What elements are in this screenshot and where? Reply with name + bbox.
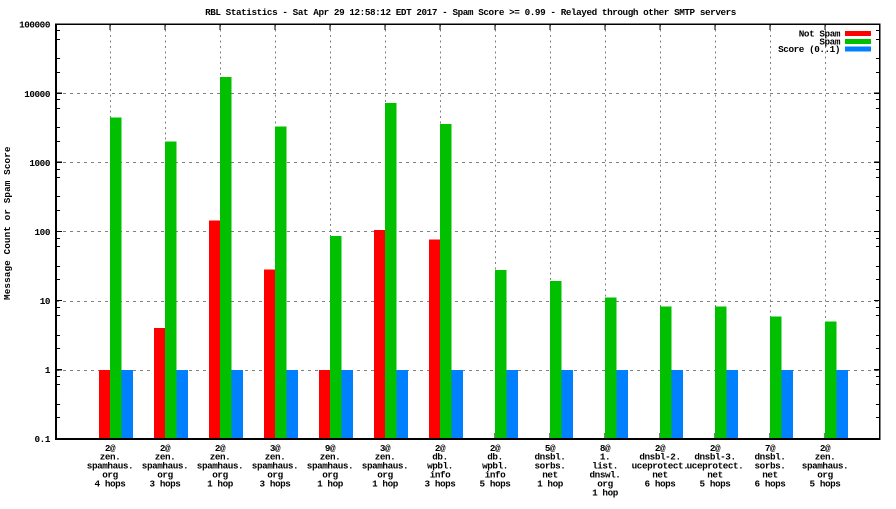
svg-text:uceprotect.: uceprotect. [687, 461, 744, 472]
svg-text:Spam: Spam [819, 36, 840, 47]
svg-text:db.: db. [487, 452, 502, 463]
svg-text:sorbs.: sorbs. [755, 461, 786, 472]
svg-text:wpbl.: wpbl. [427, 461, 453, 472]
svg-text:2@: 2@ [820, 443, 831, 454]
svg-text:1000: 1000 [29, 158, 50, 169]
svg-text:5 hops: 5 hops [480, 478, 512, 489]
svg-text:net: net [762, 470, 777, 481]
svg-text:1 hop: 1 hop [317, 478, 344, 489]
svg-text:org: org [212, 470, 228, 481]
svg-text:2@: 2@ [490, 443, 501, 454]
svg-text:org: org [267, 470, 283, 481]
svg-text:Not Spam: Not Spam [799, 29, 841, 40]
svg-text:1 hop: 1 hop [537, 478, 564, 489]
svg-text:wpbl.: wpbl. [482, 461, 508, 472]
svg-text:Message Count or Spam Score: Message Count or Spam Score [2, 146, 13, 300]
svg-text:zen.: zen. [265, 452, 286, 463]
svg-text:8@: 8@ [600, 443, 611, 454]
svg-text:zen.: zen. [320, 452, 341, 463]
svg-text:uceprotect.: uceprotect. [632, 461, 689, 472]
svg-text:zen.: zen. [210, 452, 231, 463]
svg-text:7@: 7@ [765, 443, 776, 454]
svg-text:1.: 1. [600, 452, 610, 463]
svg-text:dnsbl-2.: dnsbl-2. [639, 452, 680, 463]
svg-text:3@: 3@ [380, 443, 391, 454]
svg-text:spamhaus.: spamhaus. [197, 461, 243, 472]
svg-text:1 hop: 1 hop [592, 487, 619, 498]
svg-text:6 hops: 6 hops [755, 478, 787, 489]
svg-text:2@: 2@ [105, 443, 116, 454]
svg-text:1 hop: 1 hop [372, 478, 399, 489]
svg-text:org: org [817, 470, 833, 481]
svg-text:9@: 9@ [325, 443, 336, 454]
svg-text:3 hops: 3 hops [150, 478, 182, 489]
svg-text:zen.: zen. [815, 452, 836, 463]
svg-text:net: net [542, 470, 557, 481]
svg-text:sorbs.: sorbs. [535, 461, 566, 472]
svg-text:2@: 2@ [215, 443, 226, 454]
svg-text:zen.: zen. [100, 452, 121, 463]
svg-text:db.: db. [432, 452, 447, 463]
svg-text:3@: 3@ [270, 443, 281, 454]
svg-text:org: org [102, 470, 118, 481]
svg-text:spamhaus.: spamhaus. [307, 461, 353, 472]
svg-text:100: 100 [35, 227, 51, 238]
svg-text:spamhaus.: spamhaus. [142, 461, 188, 472]
svg-text:4 hops: 4 hops [95, 478, 127, 489]
svg-text:org: org [377, 470, 393, 481]
svg-text:org: org [157, 470, 173, 481]
svg-text:5 hops: 5 hops [700, 478, 732, 489]
svg-text:RBL Statistics - Sat Apr 29 12: RBL Statistics - Sat Apr 29 12:58:12 EDT… [205, 7, 737, 18]
svg-text:zen.: zen. [155, 452, 176, 463]
svg-text:100000: 100000 [19, 20, 51, 31]
svg-text:spamhaus.: spamhaus. [362, 461, 408, 472]
svg-text:dnsbl.: dnsbl. [535, 452, 566, 463]
svg-text:dnsbl-3.: dnsbl-3. [694, 452, 735, 463]
svg-text:10: 10 [40, 296, 51, 307]
svg-text:org: org [322, 470, 338, 481]
svg-text:3 hops: 3 hops [260, 478, 292, 489]
svg-text:3 hops: 3 hops [425, 478, 457, 489]
svg-text:spamhaus.: spamhaus. [802, 461, 848, 472]
svg-text:info: info [485, 470, 506, 481]
svg-text:5@: 5@ [545, 443, 556, 454]
svg-text:1 hop: 1 hop [207, 478, 234, 489]
svg-text:1: 1 [45, 365, 51, 376]
svg-text:spamhaus.: spamhaus. [252, 461, 298, 472]
svg-text:Score (0..1): Score (0..1) [778, 44, 840, 55]
svg-text:2@: 2@ [655, 443, 666, 454]
svg-text:zen.: zen. [375, 452, 396, 463]
svg-text:org: org [597, 478, 613, 489]
svg-text:6 hops: 6 hops [645, 478, 677, 489]
svg-text:dnswl.: dnswl. [590, 470, 621, 481]
svg-text:5 hops: 5 hops [810, 478, 842, 489]
svg-text:2@: 2@ [710, 443, 721, 454]
svg-text:2@: 2@ [160, 443, 171, 454]
svg-text:spamhaus.: spamhaus. [87, 461, 133, 472]
svg-text:2@: 2@ [435, 443, 446, 454]
svg-text:info: info [430, 470, 451, 481]
svg-text:net: net [652, 470, 667, 481]
svg-text:0.1: 0.1 [35, 434, 51, 445]
svg-text:list.: list. [592, 461, 618, 472]
svg-text:10000: 10000 [24, 89, 51, 100]
svg-text:net: net [707, 470, 722, 481]
svg-text:dnsbl.: dnsbl. [755, 452, 786, 463]
